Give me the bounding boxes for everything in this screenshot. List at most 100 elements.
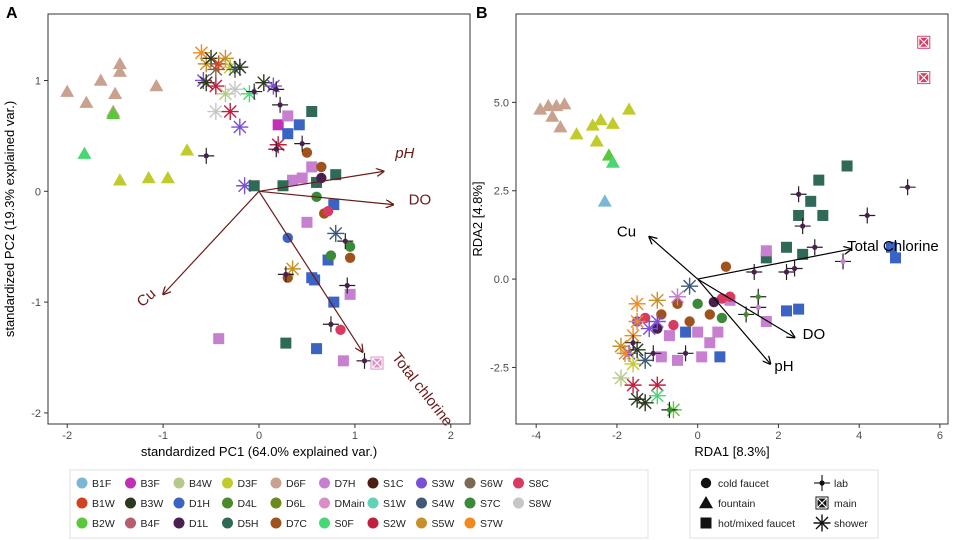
point-b3w [636, 394, 654, 412]
legend-shape-circle [700, 477, 712, 489]
point-b1f [597, 194, 612, 207]
point-d5h [306, 106, 318, 118]
point-d3f [141, 171, 156, 184]
point-d1h [306, 272, 318, 284]
legend-label-b4f: B4F [141, 518, 160, 530]
square-marker [760, 316, 772, 327]
lab-dot [203, 153, 209, 159]
square-marker [797, 248, 809, 260]
shower-ray [626, 378, 640, 392]
lab-dot [283, 271, 289, 278]
y-tick-label: 2.5 [494, 186, 509, 198]
point-d7h [655, 351, 667, 363]
point-d1h [890, 252, 902, 264]
legend-swatch-s0f [319, 517, 330, 529]
legend-shape-triangle [699, 496, 713, 509]
legend-swatch-d3f [222, 477, 233, 489]
lab-dot [650, 350, 656, 356]
shower-ray [212, 57, 226, 71]
triangle-marker [605, 116, 620, 129]
legend-swatch-s8w [513, 497, 524, 509]
shower-ray [329, 226, 343, 240]
legend-swatch-s8c [513, 477, 524, 489]
y-tick-label: -2 [31, 408, 41, 420]
square-marker [890, 252, 902, 264]
point-d1l [794, 218, 811, 235]
legend-shape-lab [814, 475, 830, 491]
arrow-label-cu: Cu [617, 224, 636, 241]
circle-marker [316, 161, 327, 173]
panel-a: A -2 -1 0 1 2 -2 -1 0 1 standardized PC1 (64.0% ex… [2, 5, 471, 459]
point-s7c [661, 401, 678, 418]
circle-marker [656, 309, 667, 320]
square-marker [760, 252, 772, 264]
panel-letter: A [6, 5, 18, 22]
loading-arrow [258, 171, 384, 192]
point-d5h [248, 180, 260, 192]
circle-marker [704, 309, 715, 320]
square-marker [781, 241, 793, 253]
shower-ray [223, 60, 237, 74]
point-s2w [624, 376, 642, 394]
triangle-marker [533, 102, 548, 115]
point-s7w [616, 344, 634, 362]
point-d6f [112, 64, 127, 77]
point-s7c [716, 312, 728, 324]
shower-ray [194, 46, 208, 60]
point-s8c [917, 35, 931, 49]
point-s2w [648, 376, 666, 394]
point-s3w [264, 77, 282, 95]
square-marker [671, 354, 683, 366]
point-d7c [301, 147, 313, 158]
legend-swatch-b4w [173, 477, 185, 489]
legend-label-b1w: B1W [92, 498, 115, 510]
point-d1l [677, 345, 694, 362]
circle-marker [322, 206, 334, 217]
point-d1l [778, 264, 795, 281]
triangle-marker [593, 113, 608, 126]
square-marker [714, 351, 726, 363]
legend-swatch-d7c [270, 517, 282, 529]
legend-label-s3w: S3W [432, 478, 455, 490]
legend-label-s8c: S8C [529, 478, 550, 490]
y-axis-label: standardized PC2 (19.3% explained var.) [2, 101, 17, 337]
arrow-label-ph: pH [774, 358, 793, 375]
legend-swatch-s6w [464, 477, 476, 489]
point-d7c [316, 161, 327, 173]
point-d5h [817, 209, 829, 221]
x-axis-label: RDA1 [8.3%] [694, 444, 769, 459]
point-d6f [108, 86, 123, 100]
legend-swatch-d6l [270, 497, 282, 509]
triangle-marker [141, 171, 156, 184]
main-x2 [371, 357, 383, 369]
lab-dot [840, 258, 846, 265]
square-marker [712, 326, 724, 338]
legend-swatch-dmain [319, 497, 330, 509]
x-tick-label: 6 [937, 430, 943, 442]
point-d5h [805, 195, 817, 207]
x-tick-label: 0 [695, 430, 701, 442]
point-d1h [328, 296, 340, 308]
triangle-marker [112, 56, 127, 70]
point-s8c [724, 291, 736, 302]
shower-ray [209, 105, 223, 119]
point-d6f [93, 73, 108, 86]
square-marker [306, 272, 318, 284]
square-marker [306, 161, 318, 173]
lab-dot [812, 244, 818, 250]
point-s4w [681, 277, 699, 295]
point-d1h [781, 305, 793, 317]
lab-dot [682, 350, 689, 356]
triangle-marker [112, 173, 127, 186]
arrow-label-do: DO [803, 326, 826, 343]
point-d7h [760, 316, 772, 327]
y-tick-label: 5.0 [494, 97, 509, 109]
triangle-marker [553, 120, 568, 133]
point-d3f [160, 171, 175, 184]
shower-ray [209, 79, 223, 93]
loading-arrow [258, 190, 393, 204]
shower-ray [238, 179, 252, 193]
square-marker [663, 330, 675, 342]
point-d3f [112, 173, 127, 186]
